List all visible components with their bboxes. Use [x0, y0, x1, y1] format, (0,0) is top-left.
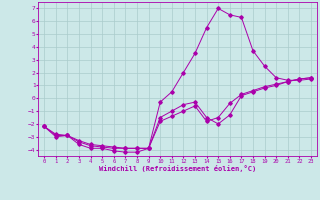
X-axis label: Windchill (Refroidissement éolien,°C): Windchill (Refroidissement éolien,°C): [99, 165, 256, 172]
